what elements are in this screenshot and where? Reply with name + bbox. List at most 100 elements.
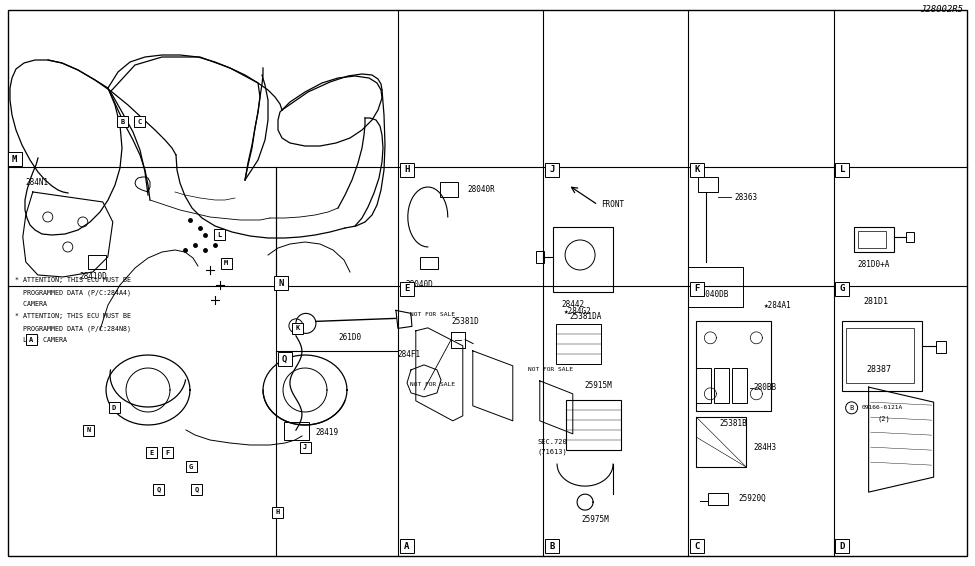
Bar xyxy=(696,321,771,411)
Text: J28002R5: J28002R5 xyxy=(920,5,963,14)
Bar xyxy=(553,227,613,292)
Text: A: A xyxy=(29,337,33,342)
Text: 261D0: 261D0 xyxy=(338,333,362,342)
Bar xyxy=(274,276,288,290)
Text: 28040DB: 28040DB xyxy=(696,290,728,299)
Bar xyxy=(556,324,601,364)
Text: H: H xyxy=(276,509,280,515)
Bar xyxy=(690,539,704,553)
Bar xyxy=(696,368,712,403)
Text: 284H3: 284H3 xyxy=(754,443,776,452)
Bar xyxy=(272,507,284,518)
Text: NOT FOR SALE: NOT FOR SALE xyxy=(410,312,454,317)
Text: SEC.720: SEC.720 xyxy=(538,439,567,445)
Text: L: L xyxy=(839,165,845,174)
Bar xyxy=(836,539,849,553)
Bar xyxy=(566,400,620,449)
Text: 28442: 28442 xyxy=(562,300,585,309)
Text: 25920Q: 25920Q xyxy=(738,494,766,503)
Text: M: M xyxy=(224,260,228,266)
Text: NOT FOR SALE: NOT FOR SALE xyxy=(527,367,572,372)
Text: F: F xyxy=(166,450,170,456)
Bar xyxy=(162,447,174,458)
Text: 281D0+A: 281D0+A xyxy=(857,260,890,269)
Text: N: N xyxy=(278,278,284,288)
Bar xyxy=(936,341,946,353)
Text: B: B xyxy=(549,542,555,551)
Bar xyxy=(153,484,165,495)
Text: 25975M: 25975M xyxy=(581,515,609,524)
Bar xyxy=(696,417,746,467)
Bar xyxy=(83,424,95,436)
Bar xyxy=(836,163,849,177)
Text: K: K xyxy=(295,325,299,331)
Bar xyxy=(440,182,458,197)
Bar xyxy=(709,493,728,505)
Text: 25915M: 25915M xyxy=(584,380,612,389)
Text: (71613): (71613) xyxy=(538,449,567,455)
Text: D: D xyxy=(112,405,116,410)
Text: 28040D: 28040D xyxy=(406,280,434,289)
Text: 28419: 28419 xyxy=(316,428,339,437)
Bar xyxy=(715,368,729,403)
Bar xyxy=(284,422,309,440)
Text: LANE CAMERA: LANE CAMERA xyxy=(15,337,66,344)
Text: J: J xyxy=(303,444,307,450)
Text: 281D1: 281D1 xyxy=(864,297,888,306)
Bar xyxy=(88,255,106,269)
Bar xyxy=(836,282,849,295)
Bar xyxy=(185,461,197,473)
Bar xyxy=(732,368,748,403)
Bar xyxy=(400,163,413,177)
Bar xyxy=(214,229,225,241)
Text: C: C xyxy=(137,119,141,125)
Bar xyxy=(400,539,413,553)
Bar xyxy=(841,321,921,391)
Text: B: B xyxy=(849,405,854,411)
Text: * ATTENTION; THIS ECU MUST BE: * ATTENTION; THIS ECU MUST BE xyxy=(15,314,131,319)
Bar xyxy=(845,328,914,383)
Bar xyxy=(545,539,559,553)
Text: PROGRAMMED DATA (P/C:284A4): PROGRAMMED DATA (P/C:284A4) xyxy=(15,289,131,296)
Text: G: G xyxy=(189,464,193,470)
Text: 25381B: 25381B xyxy=(720,419,747,428)
Bar xyxy=(906,232,914,242)
Text: CAMERA: CAMERA xyxy=(15,301,47,307)
Bar xyxy=(25,334,37,345)
Bar xyxy=(545,163,559,177)
Bar xyxy=(220,258,232,269)
Text: 09166-6121A: 09166-6121A xyxy=(862,405,903,410)
Bar xyxy=(191,484,203,495)
Bar xyxy=(292,323,303,334)
Text: 284F1: 284F1 xyxy=(398,350,420,359)
Text: 284N1: 284N1 xyxy=(25,178,49,187)
Text: Q: Q xyxy=(282,355,288,364)
Bar xyxy=(690,163,704,177)
Text: 28040R: 28040R xyxy=(468,185,495,194)
Text: E: E xyxy=(149,450,153,456)
Text: 28387: 28387 xyxy=(866,365,891,374)
Bar xyxy=(117,116,129,127)
Text: 28363: 28363 xyxy=(734,193,758,202)
Bar xyxy=(690,282,704,295)
Text: Q: Q xyxy=(195,487,199,492)
Text: Q: Q xyxy=(157,487,161,492)
Text: B: B xyxy=(121,119,125,125)
Text: J: J xyxy=(549,165,555,174)
Text: * ATTENTION; THIS ECU MUST BE: * ATTENTION; THIS ECU MUST BE xyxy=(15,277,131,284)
Text: L: L xyxy=(217,232,221,238)
Bar xyxy=(688,267,743,307)
Bar xyxy=(299,441,311,453)
Bar xyxy=(145,447,157,458)
Text: C: C xyxy=(694,542,700,551)
Text: 25381D: 25381D xyxy=(451,316,479,325)
Text: A: A xyxy=(404,542,410,551)
Text: (2): (2) xyxy=(878,416,890,422)
Text: ★284A1: ★284A1 xyxy=(763,301,791,310)
Text: G: G xyxy=(839,284,845,293)
Text: 280BB: 280BB xyxy=(754,383,776,392)
Bar xyxy=(854,227,894,252)
Bar xyxy=(278,353,292,366)
Text: NOT FOR SALE: NOT FOR SALE xyxy=(410,382,454,387)
Text: ★284G2: ★284G2 xyxy=(564,307,592,316)
